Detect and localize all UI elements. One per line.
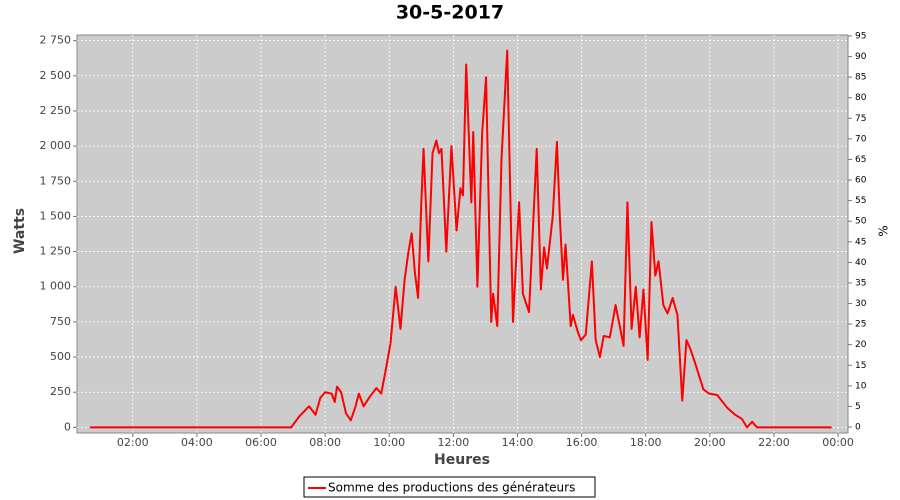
x-tick-label: 02:00 (117, 436, 149, 449)
y-tick-label: 500 (50, 350, 71, 363)
y2-tick-label: 50 (855, 217, 867, 227)
x-axis-label: Heures (434, 452, 490, 468)
y-tick-label: 1 750 (40, 174, 72, 187)
legend-label: Somme des productions des générateurs (328, 481, 575, 495)
x-tick-label: 08:00 (309, 436, 341, 449)
y-tick-label: 2 500 (40, 69, 72, 82)
y2-tick-label: 65 (855, 155, 866, 165)
legend: Somme des productions des générateurs (303, 476, 596, 498)
y-tick-label: 2 000 (40, 139, 72, 152)
y-tick-label: 750 (50, 315, 71, 328)
x-tick-label: 12:00 (438, 436, 470, 449)
y2-tick-label: 75 (855, 114, 866, 124)
x-tick-label: 14:00 (502, 436, 534, 449)
y2-tick-label: 90 (855, 52, 867, 62)
x-tick-label: 04:00 (181, 436, 213, 449)
y-tick-label: 0 (64, 420, 71, 433)
y2-tick-label: 0 (855, 422, 861, 432)
legend-box (303, 476, 596, 498)
y2-tick-label: 10 (855, 381, 867, 391)
x-tick-label: 22:00 (758, 436, 790, 449)
y-tick-label: 250 (50, 385, 71, 398)
y-tick-label: 2 750 (40, 34, 72, 47)
y2-tick-label: 20 (855, 340, 867, 350)
y2-tick-label: 35 (855, 278, 866, 288)
y2-tick-label: 70 (855, 134, 867, 144)
x-tick-label: 06:00 (245, 436, 277, 449)
y-tick-label: 1 000 (40, 280, 72, 293)
y2-tick-label: 25 (855, 320, 866, 330)
y-tick-label: 2 250 (40, 104, 72, 117)
data-line (89, 49, 832, 429)
y2-tick-label: 45 (855, 237, 866, 247)
y2-tick-label: 55 (855, 196, 866, 206)
x-tick-label: 18:00 (630, 436, 662, 449)
y2-tick-label: 5 (855, 402, 861, 412)
y2-tick-label: 85 (855, 73, 866, 83)
y2-tick-label: 95 (855, 31, 866, 41)
x-tick-label: 20:00 (694, 436, 726, 449)
y2-tick-label: 60 (855, 176, 867, 186)
x-tick-label: 10:00 (373, 436, 405, 449)
y2-tick-label: 80 (855, 93, 867, 103)
y2-axis-label: % (877, 225, 891, 236)
plot-area (76, 34, 849, 434)
x-tick-label: 00:00 (822, 436, 854, 449)
y2-tick-label: 40 (855, 258, 867, 268)
y-axis-label: Watts (12, 208, 28, 254)
y-tick-label: 1 250 (40, 245, 72, 258)
y2-tick-label: 15 (855, 361, 866, 371)
x-tick-label: 16:00 (566, 436, 598, 449)
chart-title: 30-5-2017 (396, 2, 504, 24)
y2-tick-label: 30 (855, 299, 867, 309)
y-tick-label: 1 500 (40, 209, 72, 222)
